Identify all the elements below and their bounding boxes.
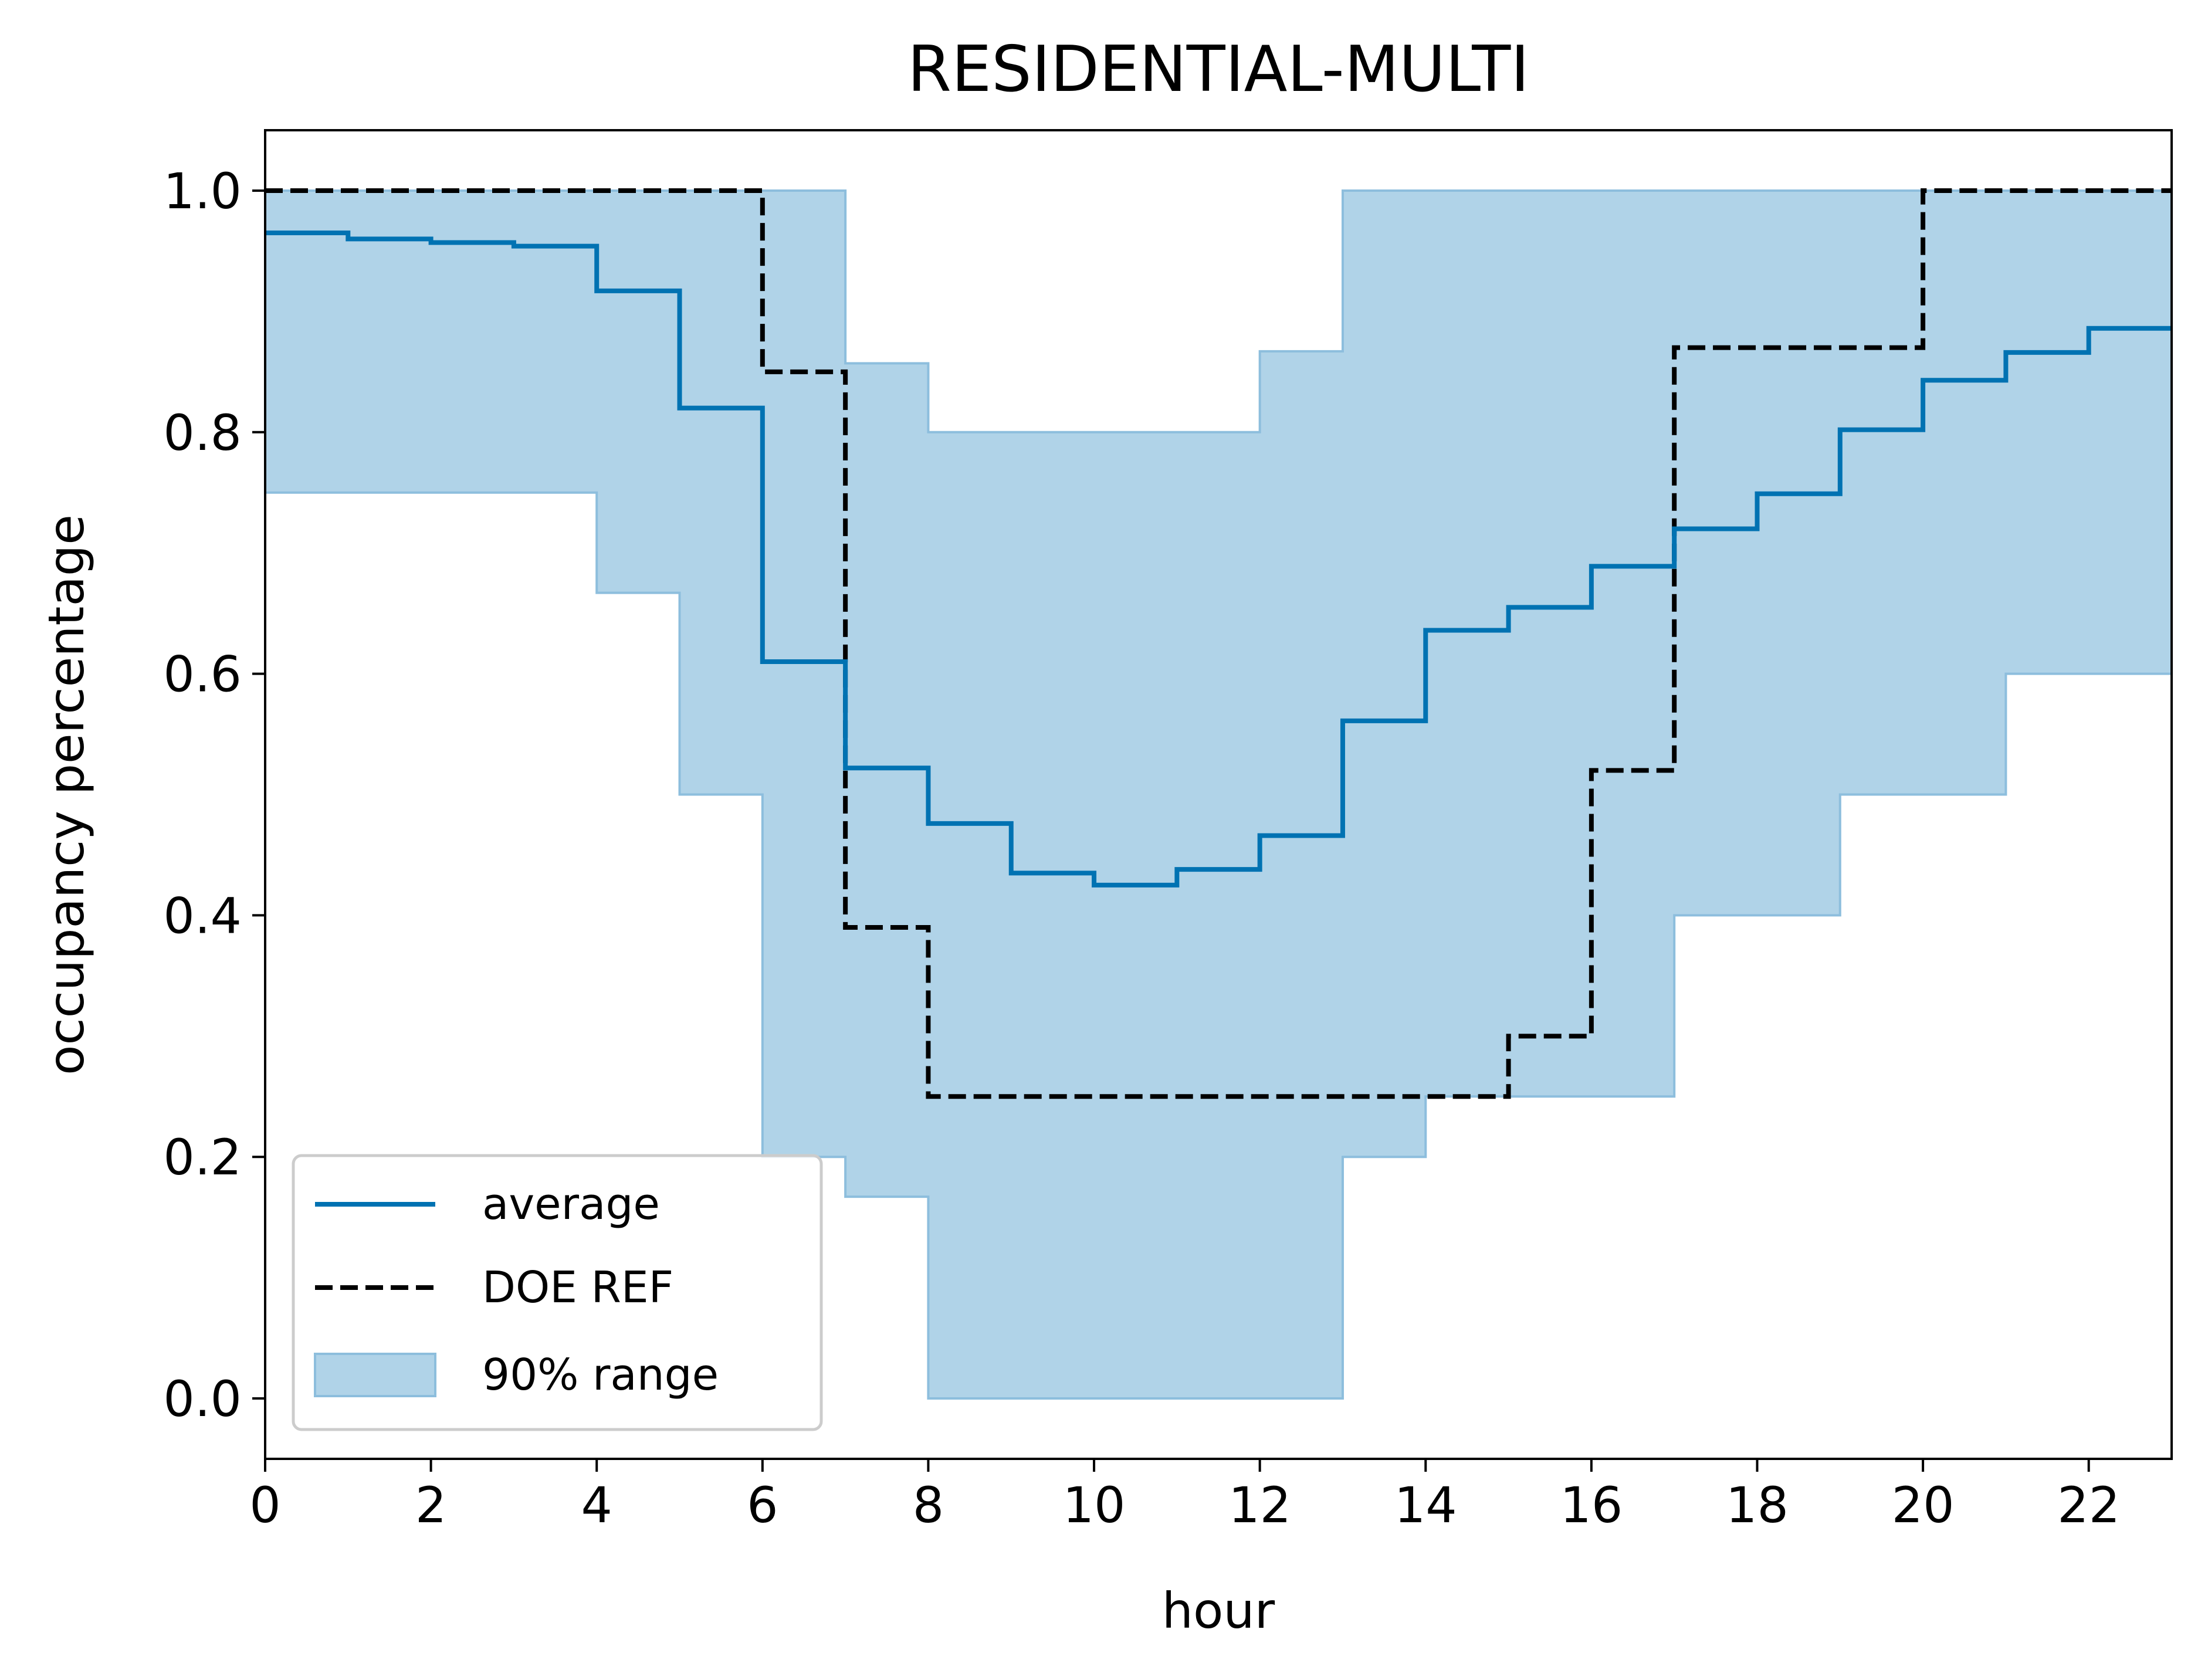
y-tick-label: 0.2 [163, 1129, 242, 1186]
legend-label-doe-ref: DOE REF [482, 1262, 673, 1313]
plot-area [264, 129, 2173, 1460]
plot-frame [264, 129, 2173, 1460]
x-tick-label: 8 [913, 1476, 944, 1534]
y-tick-label: 0.0 [163, 1370, 242, 1428]
y-tick-label: 0.4 [163, 887, 242, 944]
legend: average DOE REF 90% range [292, 1154, 823, 1431]
legend-label-average: average [482, 1179, 660, 1229]
doe-ref-line [265, 188, 2172, 1099]
x-axis-label: hour [1162, 1582, 1275, 1640]
average-line [265, 231, 2172, 888]
y-tick-label: 1.0 [163, 162, 242, 220]
x-tick-label: 14 [1394, 1476, 1457, 1534]
y-tick-label: 0.6 [163, 646, 242, 703]
y-axis-label: occupancy percentage [38, 514, 95, 1075]
x-axis: 0 2 4 6 8 10 12 14 16 18 20 22 [249, 1459, 2120, 1534]
x-tick-label: 12 [1228, 1476, 1291, 1534]
x-tick-label: 0 [249, 1476, 280, 1534]
x-tick-label: 10 [1063, 1476, 1126, 1534]
x-tick-label: 16 [1560, 1476, 1623, 1534]
x-tick-label: 4 [581, 1476, 612, 1534]
x-tick-label: 22 [2057, 1476, 2120, 1534]
x-tick-label: 6 [747, 1476, 778, 1534]
legend-label-range: 90% range [482, 1350, 719, 1400]
y-axis: 0.0 0.2 0.4 0.6 0.8 1.0 [163, 162, 265, 1428]
x-tick-label: 2 [415, 1476, 446, 1534]
x-tick-label: 20 [1892, 1476, 1955, 1534]
legend-swatch-range [314, 1353, 436, 1397]
x-tick-label: 18 [1726, 1476, 1789, 1534]
y-tick-label: 0.8 [163, 404, 242, 462]
chart-title: RESIDENTIAL-MULTI [907, 33, 1529, 106]
